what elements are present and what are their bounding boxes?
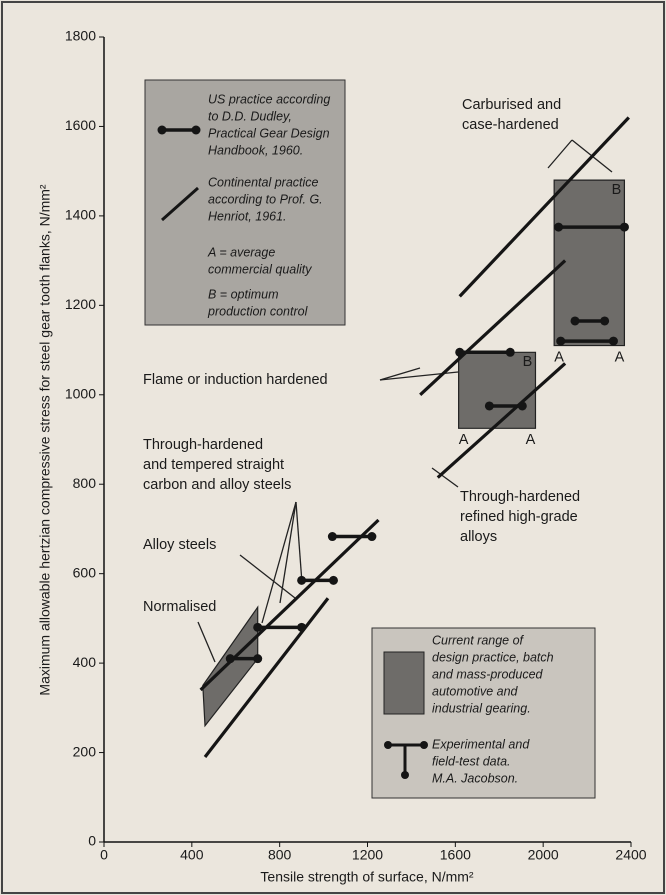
legend-text: Current range of	[432, 633, 525, 647]
continental-line	[419, 259, 567, 396]
dumbbell-end	[253, 654, 263, 664]
legend-marker	[191, 125, 201, 135]
legend-text: A = average	[207, 245, 275, 259]
continental-line	[458, 116, 630, 298]
legend-text: design practice, batch	[432, 650, 554, 664]
region-label: B	[612, 182, 622, 198]
y-tick-label: 0	[88, 833, 96, 849]
x-tick-label: 1200	[352, 847, 383, 863]
annotation: alloys	[460, 529, 497, 545]
dumbbell-end	[253, 622, 263, 632]
x-tick-label: 1600	[440, 847, 471, 863]
x-tick-label: 2400	[615, 847, 646, 863]
dumbbell-end	[455, 347, 465, 357]
annotation: Carburised and	[462, 97, 561, 113]
y-tick-label: 400	[73, 654, 97, 670]
region-label: A	[459, 432, 469, 448]
legend-text: Practical Gear Design	[208, 126, 330, 140]
dumbbell-end	[484, 401, 494, 411]
legend-text: according to Prof. G.	[208, 192, 323, 206]
dumbbell-end	[608, 336, 618, 346]
legend-box	[144, 79, 346, 326]
leader	[295, 501, 303, 584]
legend-marker	[401, 771, 409, 779]
legend-text: Henriot, 1961.	[208, 209, 287, 223]
dumbbell-end	[297, 575, 307, 585]
annotation: refined high-grade	[460, 509, 578, 525]
legend-text: field-test data.	[432, 754, 511, 768]
legend-marker	[383, 651, 425, 715]
y-tick-label: 1600	[65, 117, 96, 133]
legend-text: industrial gearing.	[432, 701, 531, 715]
legend-text: automotive and	[432, 684, 519, 698]
legend-text: B = optimum	[208, 287, 279, 301]
x-tick-label: 2000	[528, 847, 559, 863]
dumbbell-end	[517, 401, 527, 411]
legend-text: and mass-produced	[432, 667, 544, 681]
y-tick-label: 1000	[65, 385, 96, 401]
annotation: Alloy steels	[143, 537, 216, 553]
continental-line	[436, 362, 567, 479]
dumbbell-end	[505, 347, 515, 357]
legend-text: US practice according	[208, 92, 330, 106]
legend-text: M.A. Jacobson.	[432, 771, 518, 785]
region-label: A	[615, 349, 625, 365]
dumbbell-end	[297, 622, 307, 632]
dumbbell-end	[367, 532, 377, 542]
region	[553, 179, 626, 347]
x-axis-label: Tensile strength of surface, N/mm²	[260, 869, 474, 885]
annotation: carbon and alloy steels	[143, 477, 291, 493]
x-tick-label: 400	[180, 847, 204, 863]
legend-text: production control	[207, 304, 309, 318]
region-label: A	[526, 432, 536, 448]
y-axis-label: Maximum allowable hertzian compressive s…	[37, 184, 53, 696]
y-tick-label: 200	[73, 743, 97, 759]
y-tick-label: 1400	[65, 207, 96, 223]
continental-line	[203, 597, 330, 759]
y-tick-label: 800	[73, 475, 97, 491]
legend-text: Handbook, 1960.	[208, 143, 303, 157]
dumbbell-end	[556, 336, 566, 346]
leader	[279, 501, 297, 604]
dumbbell-end	[619, 222, 629, 232]
x-tick-label: 0	[100, 847, 108, 863]
x-tick-label: 800	[268, 847, 292, 863]
legend-marker	[384, 741, 392, 749]
dumbbell-end	[554, 222, 564, 232]
leader	[431, 467, 459, 488]
dumbbell-end	[225, 654, 235, 664]
y-tick-label: 1800	[65, 28, 96, 44]
dumbbell-end	[327, 532, 337, 542]
legend-marker	[161, 186, 199, 222]
dumbbell-end	[600, 316, 610, 326]
region-label: B	[523, 354, 533, 370]
y-tick-label: 1200	[65, 296, 96, 312]
leader	[239, 554, 296, 599]
legend-text: Experimental and	[432, 737, 530, 751]
dumbbell-end	[328, 575, 338, 585]
legend-marker	[420, 741, 428, 749]
leader	[379, 367, 421, 381]
annotation: Through-hardened	[460, 489, 580, 505]
legend-text: commercial quality	[208, 262, 312, 276]
legend-text: Continental practice	[208, 175, 319, 189]
y-tick-label: 600	[73, 564, 97, 580]
dumbbell-end	[570, 316, 580, 326]
annotation: Normalised	[143, 599, 216, 615]
annotation: Flame or induction hardened	[143, 372, 328, 388]
region-label: A	[554, 349, 564, 365]
annotation: and tempered straight	[143, 457, 284, 473]
legend-text: to D.D. Dudley,	[208, 109, 292, 123]
leader	[261, 501, 297, 624]
annotation: case-hardened	[462, 117, 559, 133]
annotation: Through-hardened	[143, 437, 263, 453]
leader	[197, 621, 216, 663]
leader	[547, 139, 573, 169]
legend-marker	[157, 125, 167, 135]
